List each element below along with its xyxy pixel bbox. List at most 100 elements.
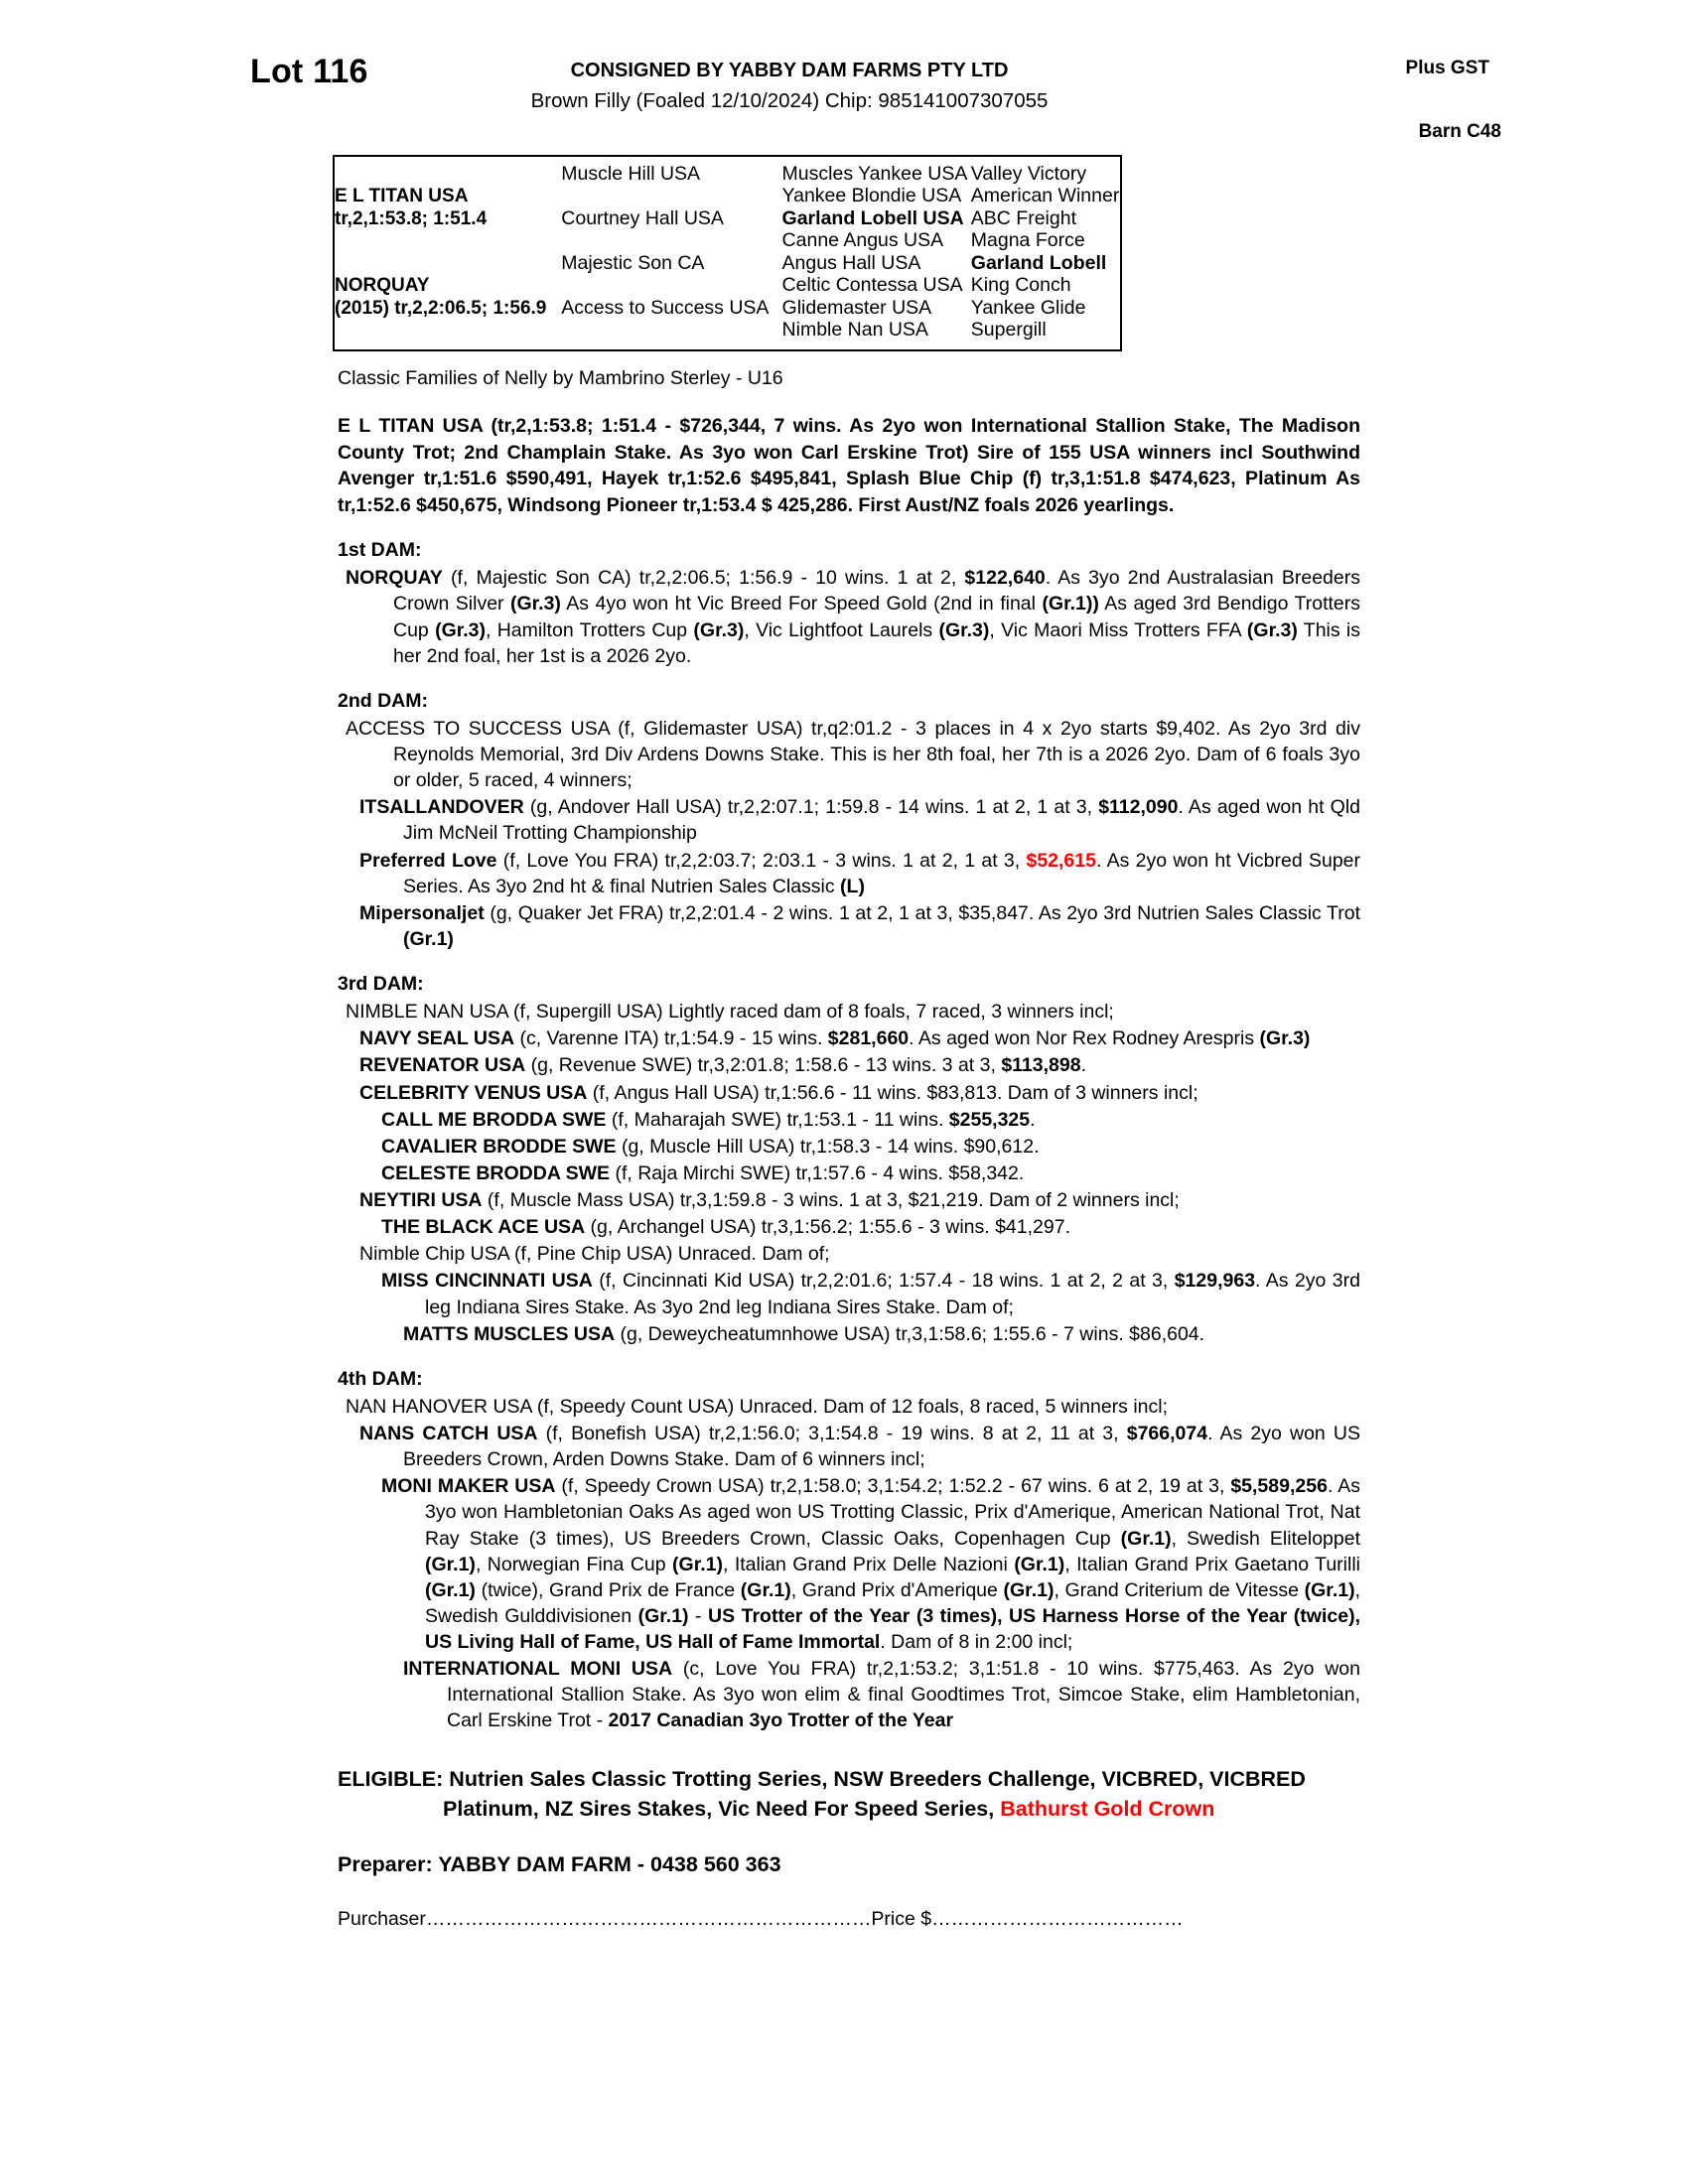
entry-text: . As aged won ht Qld Jim McNeil Trotting…: [403, 796, 1361, 845]
dam-heading: 4th DAM:: [338, 1367, 423, 1390]
entry-text: . As 2yo won US Breeders Crown, Arden Do…: [403, 1423, 1361, 1471]
purchaser-field[interactable]: Purchaser……………………………………………………………: [338, 1908, 872, 1931]
pedigree-cell-gen1: NORQUAY: [335, 275, 430, 296]
entry-bold-text: Mipersonaljet: [359, 901, 485, 924]
pedigree-cell-gen2: [561, 230, 781, 253]
entry-text: (g, Quaker Jet FRA) tr,2,2:01.4 - 2 wins…: [484, 901, 1360, 924]
entry-bold-text: $255,325: [948, 1108, 1031, 1131]
pedigree-cell-gen3: Garland Lobell USA: [781, 206, 964, 229]
pedigree-cell-gen2: [561, 275, 781, 298]
classic-family-line: Classic Families of Nelly by Mambrino St…: [338, 367, 783, 389]
pedigree-cell-gen2: Majestic Son CA: [561, 251, 705, 274]
entry-text: (f, Love You FRA) tr,2,2:03.7; 2:03.1 - …: [496, 849, 1027, 872]
pedigree-entry: CELEBRITY VENUS USA (f, Angus Hall USA) …: [359, 1080, 1360, 1106]
pedigree-row: Muscle Hill USA Muscles Yankee USA Valley …: [335, 163, 1120, 186]
entry-bold-text: (Gr.1): [425, 1578, 476, 1601]
entry-text: (c, Varenne ITA) tr,1:54.9 - 15 wins.: [514, 1027, 828, 1050]
entry-text: , Italian Grand Prix Delle Nazioni: [722, 1553, 1015, 1575]
eligible-text: Nutrien Sales Classic Trotting Series, N…: [443, 1766, 1306, 1822]
entry-bold-text: (Gr.1): [1120, 1527, 1172, 1550]
eligible-block: ELIGIBLE: Nutrien Sales Classic Trotting…: [338, 1764, 1360, 1825]
pedigree-cell-gen4: Yankee Glide: [970, 296, 1086, 319]
entry-text: (g, Archangel USA) tr,3,1:56.2; 1:55.6 -…: [585, 1216, 1070, 1239]
preparer-line: Preparer: YABBY DAM FARM - 0438 560 363: [338, 1851, 781, 1876]
pedigree-cell-gen3: Glidemaster USA: [781, 296, 932, 319]
price-field[interactable]: Price $…………………………………: [871, 1908, 1184, 1931]
pedigree-cell-gen4: Garland Lobell: [970, 251, 1107, 274]
entry-text: , Swedish Gulddivisionen: [425, 1578, 1360, 1627]
pedigree-cell-gen3: Angus Hall USA: [781, 251, 921, 274]
entry-bold-text: (Gr.1): [403, 927, 454, 950]
entry-text: As aged 3rd Bendigo Trotters Cup: [393, 593, 1360, 641]
entry-bold-text: (Gr.1)): [1042, 593, 1099, 615]
pedigree-cell-gen3: Canne Angus USA: [781, 229, 944, 251]
pedigree-cell-gen1: [335, 252, 561, 275]
pedigree-cell-gen3: Yankee Blondie USA: [781, 185, 962, 206]
entry-text: . As 3yo 2nd Australasian Breeders Crown…: [393, 567, 1360, 615]
entry-text: ACCESS TO SUCCESS USA (f, Glidemaster US…: [346, 717, 1360, 792]
entry-bold-text: CELESTE BRODDA SWE: [381, 1161, 611, 1184]
entry-text: .: [1080, 1054, 1086, 1077]
pedigree-cell-gen2: [561, 320, 781, 342]
pedigree-entry: CAVALIER BRODDE SWE (g, Muscle Hill USA)…: [381, 1134, 1360, 1160]
entry-bold-text: MATTS MUSCLES USA: [403, 1322, 616, 1345]
pedigree-cell-gen1: E L TITAN USA: [335, 186, 469, 206]
entry-text: As 4yo won ht Vic Breed For Speed Gold (…: [560, 593, 1043, 615]
pedigree-entry: CELESTE BRODDA SWE (f, Raja Mirchi SWE) …: [381, 1160, 1360, 1186]
pedigree-cell-gen2: Courtney Hall USA: [561, 206, 724, 229]
pedigree-entry: NANS CATCH USA (f, Bonefish USA) tr,2,1:…: [359, 1421, 1360, 1472]
pedigree-cell-gen2: Access to Success USA: [561, 296, 770, 319]
entry-bold-text: $281,660: [827, 1027, 910, 1050]
entry-bold-text: (Gr.1): [740, 1578, 791, 1601]
pedigree-cell-gen3: Celtic Contessa USA: [781, 274, 963, 296]
entry-bold-text: CALL ME BRODDA SWE: [381, 1108, 607, 1131]
pedigree-table-box: Muscle Hill USA Muscles Yankee USA Valley …: [333, 155, 1122, 351]
entry-bold-text: INTERNATIONAL MONI USA: [403, 1658, 673, 1681]
lot-number: Lot 116: [250, 53, 368, 90]
entry-text: This is her 2nd foal, her 1st is a 2026 …: [393, 618, 1361, 667]
entry-text: (g, Revenue SWE) tr,3,2:01.8; 1:58.6 - 1…: [525, 1054, 1002, 1077]
entry-bold-text: CELEBRITY VENUS USA: [359, 1081, 588, 1104]
pedigree-cell-gen4: King Conch: [970, 274, 1071, 296]
barn-label: Barn C48: [1418, 121, 1501, 142]
entry-text: , Norwegian Fina Cup: [475, 1553, 673, 1575]
entry-bold-text: (Gr.3): [435, 618, 487, 641]
pedigree-entry: NAVY SEAL USA (c, Varenne ITA) tr,1:54.9…: [359, 1025, 1360, 1051]
entry-bold-text: (Gr.3): [510, 593, 561, 615]
entry-text: , Grand Criterium de Vitesse: [1054, 1578, 1305, 1601]
pedigree-cell-gen4: Valley Victory: [970, 162, 1087, 185]
entry-bold-text: MISS CINCINNATI USA: [381, 1270, 593, 1293]
entry-bold-text: (Gr.1): [1014, 1553, 1065, 1575]
entry-text: . As 2yo 3rd leg Indiana Sires Stake. As…: [425, 1270, 1360, 1318]
pedigree-entry: Preferred Love (f, Love You FRA) tr,2,2:…: [359, 848, 1360, 899]
pedigree-entry: ACCESS TO SUCCESS USA (f, Glidemaster US…: [346, 716, 1360, 793]
pedigree-entry: THE BLACK ACE USA (g, Archangel USA) tr,…: [381, 1214, 1360, 1240]
entry-text: NIMBLE NAN USA (f, Supergill USA) Lightl…: [346, 1001, 1114, 1024]
entry-bold-text: (Gr.1): [672, 1553, 723, 1575]
page-header: Lot 116 CONSIGNED BY YABBY DAM FARMS PTY…: [250, 40, 1501, 149]
entry-text: Nimble Chip USA (f, Pine Chip USA) Unrac…: [359, 1243, 830, 1266]
entry-bold-text: (L): [840, 875, 865, 897]
pedigree-cell-gen4: Supergill: [970, 319, 1047, 341]
pedigree-entry: ITSALLANDOVER (g, Andover Hall USA) tr,2…: [359, 794, 1360, 846]
entry-bold-text: MONI MAKER USA: [381, 1475, 556, 1498]
pedigree-entry: Nimble Chip USA (f, Pine Chip USA) Unrac…: [359, 1241, 1360, 1267]
entry-bold-text: REVENATOR USA: [359, 1054, 526, 1077]
pedigree-row: NORQUAY Celtic Contessa USA King Conch: [335, 275, 1120, 298]
eligible-highlight: Bathurst Gold Crown: [1000, 1797, 1215, 1822]
dam-heading: 1st DAM:: [338, 539, 422, 562]
entry-text: (g, Andover Hall USA) tr,2,2:07.1; 1:59.…: [523, 796, 1099, 819]
pedigree-cell-gen1: [335, 230, 561, 253]
plus-gst-label: Plus GST: [1405, 58, 1489, 78]
entry-bold-text: ITSALLANDOVER: [359, 796, 524, 819]
pedigree-entry: MONI MAKER USA (f, Speedy Crown USA) tr,…: [381, 1473, 1360, 1655]
entry-text: . As 2yo won ht Vicbred Super Series. As…: [403, 849, 1360, 897]
entry-bold-text: THE BLACK ACE USA: [381, 1216, 586, 1239]
entry-bold-text: NEYTIRI USA: [359, 1189, 483, 1212]
pedigree-cell-gen3: Nimble Nan USA: [781, 319, 928, 341]
entry-bold-text: (Gr.1): [1304, 1578, 1355, 1601]
pedigree-entry: Mipersonaljet (g, Quaker Jet FRA) tr,2,2…: [359, 900, 1360, 952]
entry-bold-text: $113,898: [1001, 1054, 1081, 1077]
pedigree-cell-gen4: ABC Freight: [970, 206, 1076, 229]
